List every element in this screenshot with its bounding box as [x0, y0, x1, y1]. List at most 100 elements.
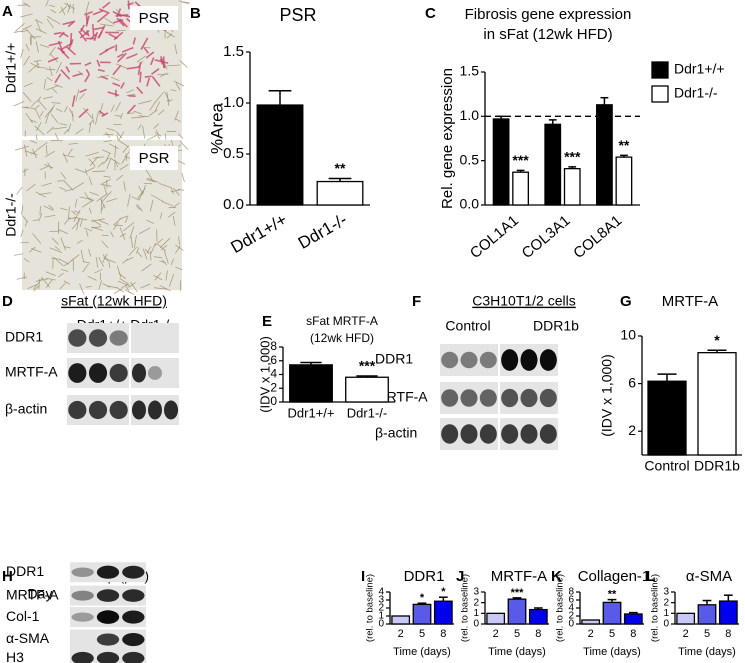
cell-wall [79, 29, 90, 39]
cell-wall [99, 49, 109, 56]
cell-wall [76, 218, 80, 231]
y-tick-label: 1.5 [223, 43, 244, 60]
y-axis-label: (IDV x 1,000) [599, 354, 615, 436]
row-label: β-actin [5, 401, 47, 417]
bar [676, 612, 696, 625]
cell-wall [130, 281, 138, 293]
cell-wall [107, 285, 117, 289]
cell-wall [25, 28, 36, 40]
cell-wall [102, 254, 109, 262]
cell-wall [106, 127, 116, 132]
cell-wall [98, 256, 105, 267]
cell-wall [45, 112, 50, 124]
cell-wall [103, 139, 112, 143]
cell-wall [24, 107, 35, 109]
significance-label: *** [359, 358, 376, 374]
chart-title: MRTF-A [662, 293, 718, 310]
y-tick-label: 2 [568, 611, 574, 622]
y-tick-label: 1.0 [460, 107, 480, 123]
cell-wall [79, 283, 85, 295]
cell-wall [136, 251, 143, 258]
cell-wall [39, 110, 44, 117]
x-tick-label: 5 [704, 628, 710, 640]
cell-wall [117, 52, 127, 63]
cell-wall [173, 80, 185, 87]
cell-wall [32, 233, 42, 244]
cell-wall [109, 157, 121, 165]
cell-wall [22, 215, 28, 223]
band [479, 424, 497, 444]
y-tick-label: 0 [473, 619, 479, 630]
bar [718, 600, 738, 625]
cell-wall [112, 64, 122, 76]
cell-wall [20, 48, 24, 59]
chart-title: (12wk HFD) [310, 331, 374, 345]
cell-wall [52, 87, 58, 94]
cell-wall [146, 219, 154, 224]
cell-wall [39, 44, 49, 48]
cell-wall [174, 245, 181, 254]
y-tick-label: 3 [378, 595, 384, 606]
cell-wall [125, 153, 128, 161]
blot [440, 382, 498, 414]
significance-label: * [714, 332, 720, 348]
cell-wall [16, 186, 23, 195]
panel-letter: K [551, 568, 562, 585]
panel-letter: F [412, 293, 421, 310]
bar [602, 601, 622, 625]
cell-wall [133, 235, 137, 248]
cell-wall [159, 212, 163, 220]
cell-wall [59, 6, 68, 14]
cell-wall [121, 151, 130, 164]
chart-title: DDR1 [404, 568, 445, 585]
band [479, 389, 497, 407]
band [147, 366, 163, 380]
cell-wall [74, 198, 78, 208]
cell-wall [73, 209, 81, 223]
band [520, 349, 538, 371]
cell-wall [68, 39, 74, 50]
band [109, 400, 128, 420]
bar [528, 608, 548, 625]
band [501, 424, 519, 444]
cell-wall [102, 178, 112, 185]
band [520, 424, 538, 444]
cell-wall [113, 123, 122, 126]
cell-wall [162, 259, 168, 266]
row-label: Col-1 [6, 608, 40, 624]
band [122, 632, 145, 647]
cell-wall [22, 168, 29, 173]
cell-wall [139, 227, 151, 235]
cell-wall [16, 276, 27, 280]
cell-wall [29, 246, 36, 253]
cell-wall [30, 150, 37, 155]
cell-wall [49, 247, 63, 253]
band [441, 389, 459, 407]
cell-wall [101, 204, 105, 211]
band [441, 351, 459, 369]
cell-wall [113, 217, 122, 226]
cell-wall [83, 107, 93, 119]
y-axis-label: (rel. to baseline) [650, 574, 661, 642]
cell-wall [68, 217, 77, 220]
cell-wall [85, 230, 89, 237]
blot [67, 323, 129, 353]
cell-wall [110, 76, 120, 81]
cell-wall [23, 144, 28, 157]
cell-wall [63, 280, 71, 285]
bar [256, 104, 304, 206]
cell-wall [84, 227, 93, 232]
cell-wall [62, 20, 74, 26]
cell-wall [41, 182, 52, 187]
row-label: DDR1 [6, 563, 44, 579]
band [96, 633, 120, 646]
bar [581, 619, 601, 625]
cell-wall [137, 188, 146, 199]
panel-letter: I [361, 568, 365, 585]
cell-wall [106, 158, 112, 169]
cell-wall [84, 167, 95, 173]
x-tick-label: Ddr1-/- [295, 210, 350, 253]
x-tick-label: Ddr1+/+ [228, 210, 291, 257]
cell-wall [133, 110, 142, 115]
cell-wall [85, 15, 90, 27]
